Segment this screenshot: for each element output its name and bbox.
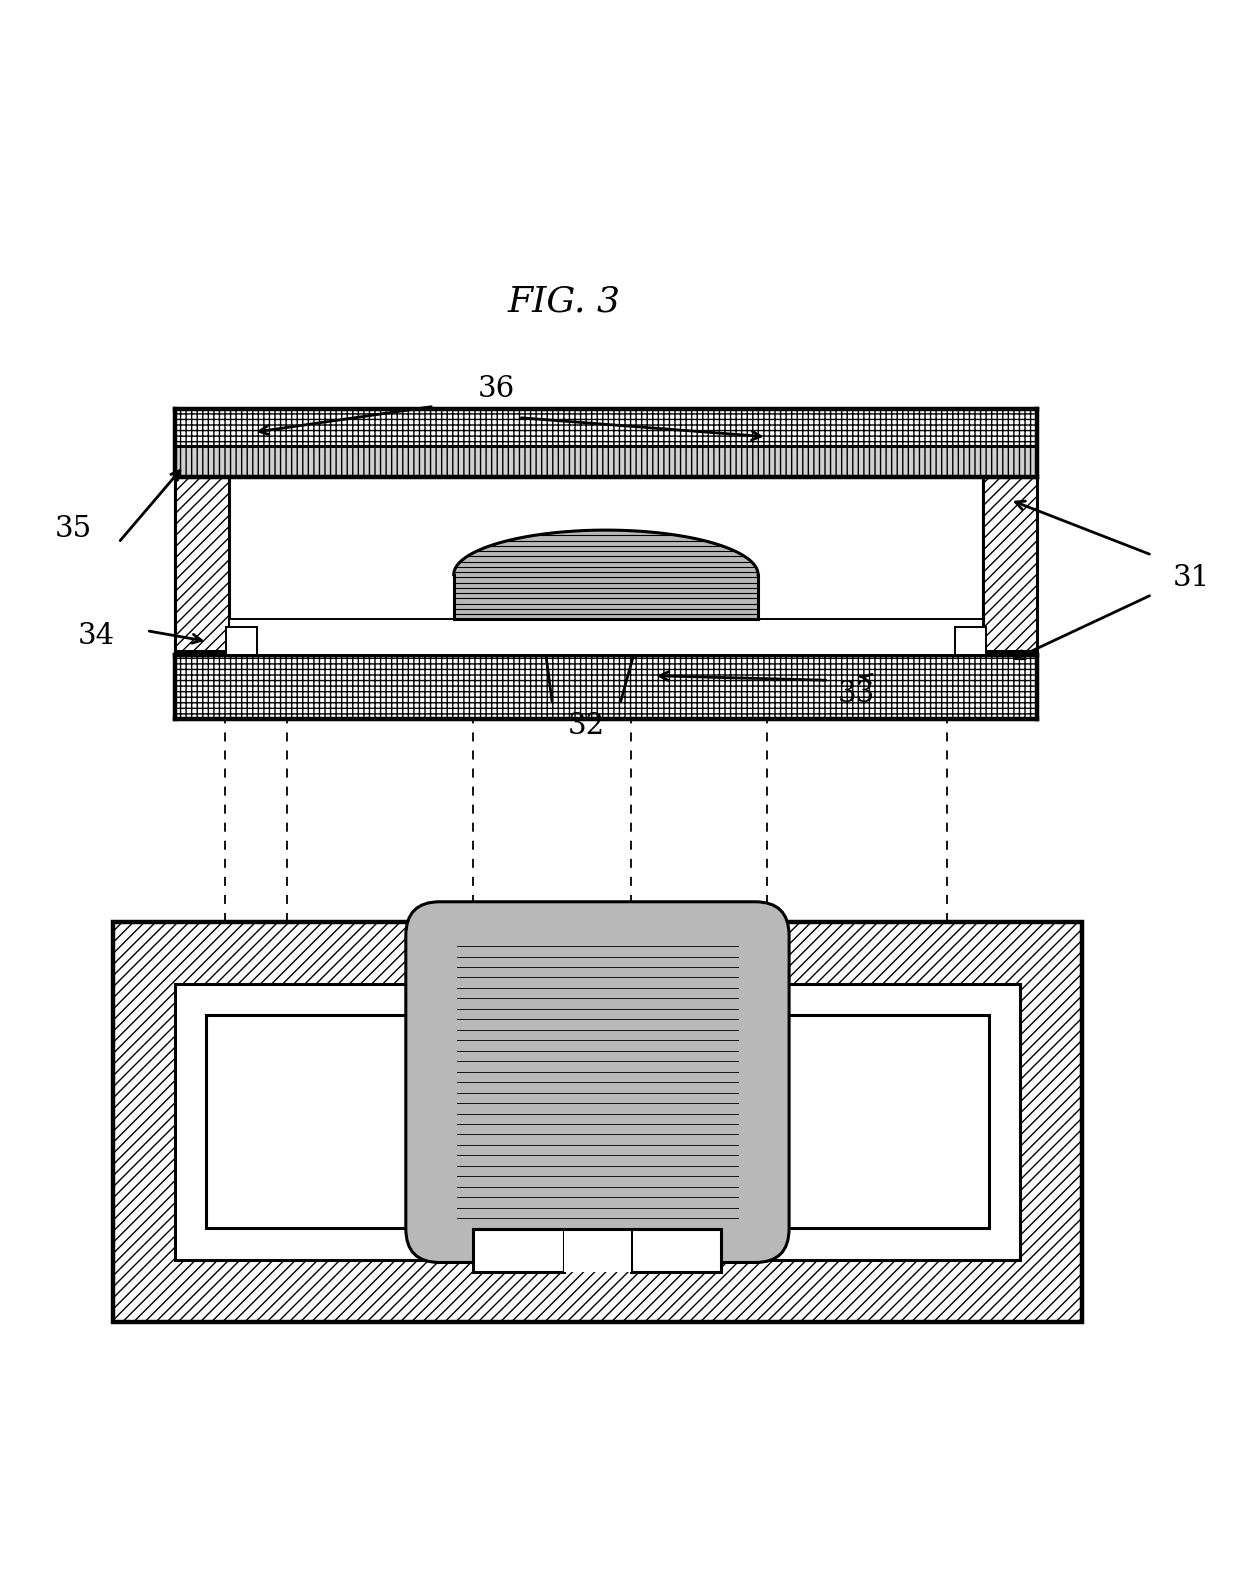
Bar (206, 1014, 988, 1228)
Text: 33: 33 (838, 679, 875, 708)
Text: 34: 34 (77, 622, 114, 651)
Text: FIG. 3: FIG. 3 (507, 284, 620, 319)
Bar (175, 408, 1037, 445)
FancyBboxPatch shape (405, 901, 789, 1263)
Bar (175, 984, 1021, 1260)
Bar (175, 477, 229, 651)
Bar (175, 656, 1037, 719)
Text: 35: 35 (55, 515, 92, 544)
Text: 32: 32 (568, 713, 605, 740)
Bar (175, 445, 1037, 477)
Bar (229, 619, 983, 656)
Bar (454, 574, 758, 619)
Text: 31: 31 (1172, 563, 1209, 592)
Bar (631, 1228, 722, 1271)
Bar (955, 627, 986, 656)
Bar (983, 477, 1037, 651)
Bar (226, 627, 257, 656)
Bar (113, 922, 1083, 1322)
Bar (564, 1228, 631, 1271)
Text: 36: 36 (477, 375, 515, 404)
Bar (474, 1228, 564, 1271)
